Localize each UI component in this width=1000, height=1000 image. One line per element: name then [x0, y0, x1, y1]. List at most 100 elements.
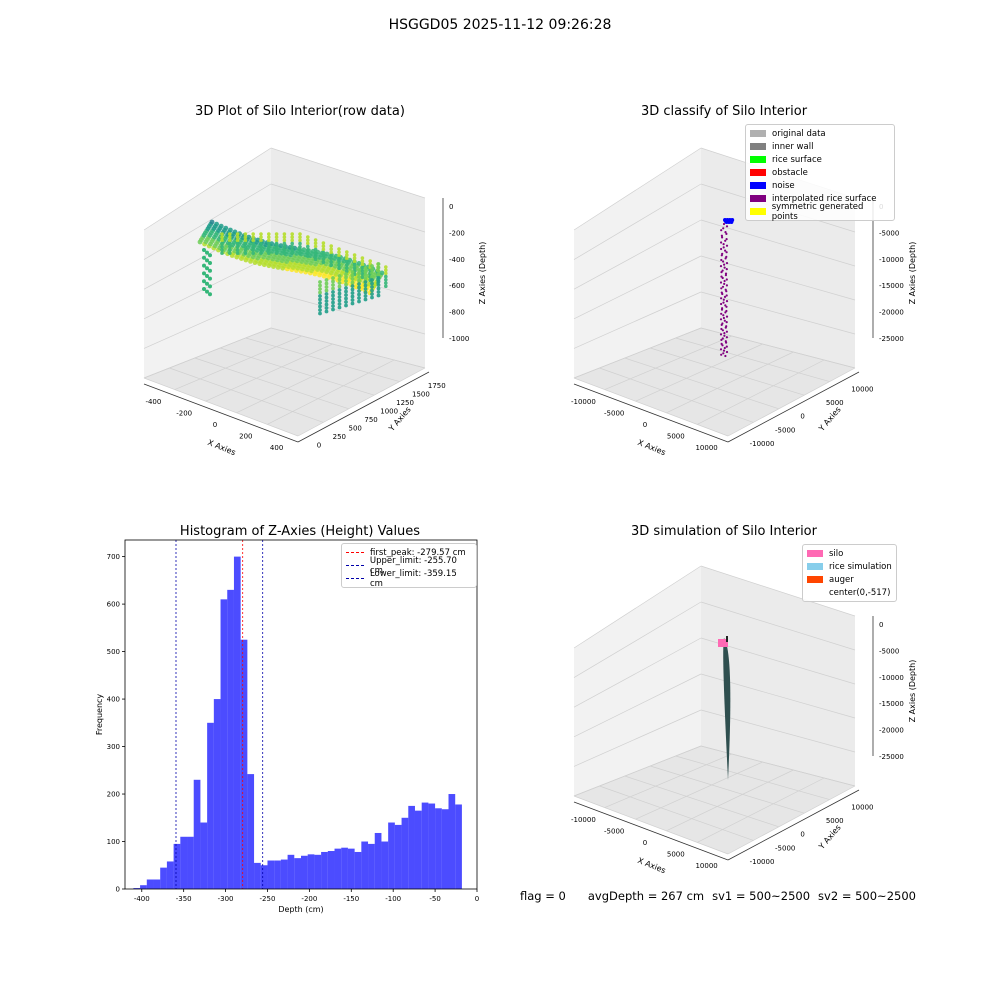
histogram-bar — [341, 847, 348, 889]
p1-point — [360, 265, 365, 270]
p1-point — [301, 247, 307, 253]
p1-point — [202, 248, 206, 252]
p1-point — [370, 292, 374, 296]
p1-point — [306, 248, 310, 252]
p1-point — [350, 287, 355, 292]
histogram-bar — [307, 854, 315, 889]
p1-point — [384, 274, 388, 279]
legend-line-sample — [346, 552, 364, 553]
p2-grid-line — [700, 219, 856, 267]
p1-y-tick: 500 — [349, 424, 362, 432]
p1-point — [350, 277, 355, 281]
p2-interpolated-point — [720, 302, 723, 306]
p2-z-tick: -20000 — [879, 309, 904, 317]
legend-line-sample — [346, 578, 364, 579]
histogram-y-tick: 300 — [107, 743, 120, 751]
p1-point — [205, 250, 209, 255]
p2-interpolated-point — [721, 329, 724, 332]
p1-point — [329, 250, 333, 255]
p1-point — [282, 251, 287, 255]
legend-label: auger — [829, 574, 854, 585]
p4-z-tick: -20000 — [879, 727, 904, 735]
histogram-bar — [240, 639, 248, 889]
histogram-bar — [213, 699, 221, 889]
p1-point — [344, 303, 348, 308]
p1-point — [345, 263, 349, 267]
p1-point — [350, 291, 355, 295]
p1-point — [306, 241, 310, 246]
p1-point — [306, 251, 310, 255]
p4-grid-line — [650, 765, 805, 814]
p1-point-cloud — [197, 219, 388, 316]
p1-point — [298, 248, 302, 252]
p1-point — [228, 251, 232, 255]
p1-point — [324, 278, 329, 282]
p1-y-tick: 750 — [364, 416, 377, 424]
p2-interpolated-point — [723, 266, 726, 269]
p2-interpolated-point — [725, 251, 728, 254]
p1-grid-line — [267, 359, 395, 425]
p4-grid-line — [573, 709, 702, 767]
legend-entry: rice surface — [750, 153, 890, 166]
histogram-y-tick: 600 — [107, 601, 120, 609]
legend-label: Lower_limit: -359.15 cm — [369, 568, 457, 589]
histogram-bar — [441, 809, 449, 889]
p2-interpolated-point — [720, 323, 723, 326]
p1-point — [282, 232, 287, 236]
p1-x-axis — [143, 383, 299, 443]
histogram-y-tick: 700 — [107, 553, 120, 561]
p2-interpolated-point — [720, 312, 723, 315]
p1-point — [344, 282, 348, 287]
p1-point — [324, 295, 329, 300]
p2-grid-line — [573, 255, 702, 320]
p4-x-label: X Axies — [636, 856, 667, 875]
p1-point — [337, 305, 342, 310]
p1-point — [357, 271, 361, 276]
histogram-bar — [435, 808, 442, 889]
p1-point — [298, 245, 302, 249]
p1-point — [370, 278, 374, 282]
p2-interpolated-point — [725, 278, 728, 281]
p2-grid-line — [573, 147, 702, 231]
p2-grid-line — [727, 367, 856, 437]
p2-interpolated-point — [722, 260, 725, 263]
p4-y-tick: 5000 — [826, 817, 844, 825]
p2-interpolated-point — [723, 319, 726, 322]
p1-point — [384, 284, 388, 288]
p2-interpolated-point — [725, 225, 729, 228]
p4-grid-line — [675, 755, 830, 800]
panel1-3d-plot: -400 -200 0 200 400 0 250500750100012501500175… — [143, 147, 487, 457]
legend-label: inner wall — [772, 141, 814, 152]
p1-point — [360, 275, 365, 279]
p1-point — [360, 269, 365, 273]
p1-point — [337, 288, 342, 292]
p1-point — [228, 227, 233, 233]
p4-pane-floor — [574, 746, 855, 854]
p1-point — [251, 232, 255, 236]
p1-point — [376, 269, 381, 273]
histogram-x-tick: -300 — [218, 895, 234, 903]
p2-interpolated-point — [724, 231, 727, 234]
histogram-bars — [133, 556, 462, 889]
p2-grid-line — [573, 377, 729, 437]
p1-point — [228, 248, 232, 252]
p2-noise-point — [730, 218, 735, 222]
p1-point — [220, 232, 224, 236]
p1-point — [360, 256, 365, 260]
p1-point — [306, 235, 310, 239]
p1-point — [243, 245, 248, 249]
p2-interpolated-point — [724, 326, 727, 329]
p1-point — [298, 251, 302, 255]
p1-point — [318, 304, 322, 309]
p1-point — [350, 284, 355, 288]
p1-point — [363, 276, 368, 281]
p1-point — [337, 302, 342, 306]
p4-grid-line — [666, 769, 794, 832]
histogram-y-tick: 100 — [107, 838, 120, 846]
p1-point — [202, 279, 206, 284]
histogram-bar — [448, 794, 456, 889]
histogram-bar — [267, 860, 275, 889]
p1-point — [218, 223, 224, 229]
p1-point — [357, 299, 361, 304]
p4-y-tick: 10000 — [851, 804, 873, 812]
